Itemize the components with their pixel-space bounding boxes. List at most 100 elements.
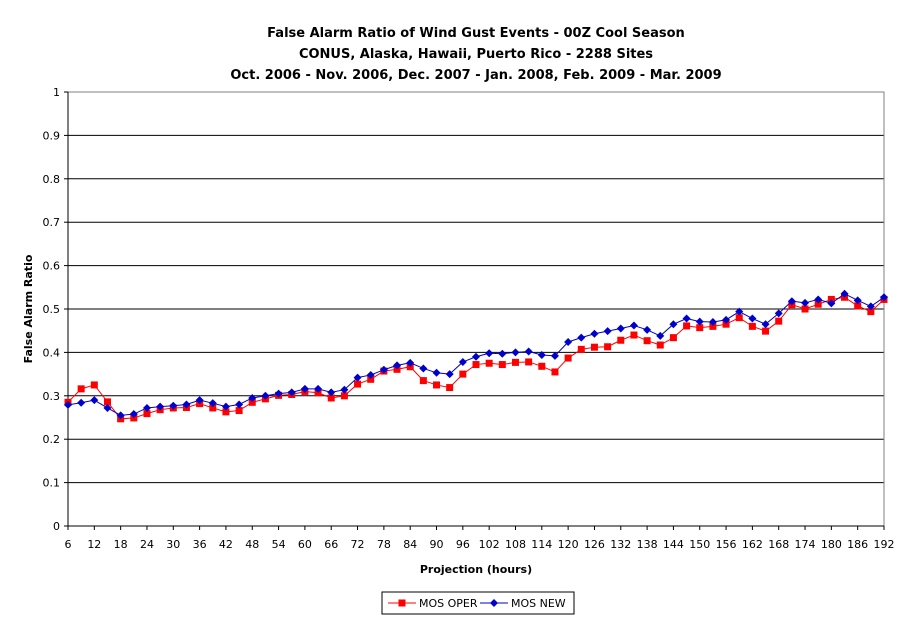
data-point-mos-oper [90, 381, 98, 389]
series-mos-new [64, 289, 888, 420]
data-point-mos-new [195, 396, 204, 405]
data-point-mos-new [182, 400, 191, 409]
x-tick-label: 42 [219, 538, 233, 551]
data-point-mos-new [643, 325, 652, 334]
x-tick-label: 66 [324, 538, 338, 551]
x-tick-label: 96 [456, 538, 470, 551]
x-tick-label: 72 [351, 538, 365, 551]
x-tick-label: 132 [610, 538, 631, 551]
data-point-mos-new [537, 351, 546, 360]
data-point-mos-oper [696, 324, 704, 332]
x-tick-label: 120 [558, 538, 579, 551]
x-tick-label: 24 [140, 538, 154, 551]
data-point-mos-new [90, 396, 99, 405]
data-point-mos-new [722, 315, 731, 324]
x-tick-label: 60 [298, 538, 312, 551]
data-point-mos-new [695, 317, 704, 326]
legend-box [381, 591, 575, 615]
y-tick-label: 0 [53, 520, 60, 533]
data-point-mos-new [840, 289, 849, 298]
data-point-mos-new [156, 402, 165, 411]
data-point-mos-oper [656, 341, 664, 349]
chart-title-line-3: Oct. 2006 - Nov. 2006, Dec. 2007 - Jan. … [230, 68, 721, 83]
data-point-mos-oper [709, 322, 717, 330]
data-point-mos-new [314, 384, 323, 393]
data-point-mos-oper [604, 343, 612, 351]
data-point-mos-new [366, 370, 375, 379]
x-tick-label: 30 [166, 538, 180, 551]
legend-new-label: MOS NEW [511, 597, 566, 610]
data-point-mos-oper [590, 343, 598, 351]
y-tick-label: 0.9 [43, 129, 61, 142]
data-point-mos-new [801, 298, 810, 307]
x-tick-label: 150 [689, 538, 710, 551]
data-point-mos-new [419, 364, 428, 373]
x-tick-label: 162 [742, 538, 763, 551]
data-point-mos-oper [419, 377, 427, 385]
y-tick-label: 0.5 [43, 303, 61, 316]
data-point-mos-new [340, 385, 349, 394]
x-axis-title: Projection (hours) [420, 563, 532, 576]
data-point-mos-oper [498, 361, 506, 369]
data-point-mos-oper [722, 320, 730, 328]
data-point-mos-oper [235, 407, 243, 415]
data-point-mos-new [511, 348, 520, 357]
data-point-mos-oper [538, 362, 546, 370]
data-point-mos-new [774, 309, 783, 318]
data-point-mos-new [735, 307, 744, 316]
y-axis-title: False Alarm Ratio [22, 254, 35, 363]
data-point-mos-new [472, 352, 480, 361]
data-point-mos-oper [525, 358, 533, 366]
data-point-mos-new [590, 329, 599, 338]
data-point-mos-oper [801, 305, 809, 313]
data-point-mos-oper [643, 337, 651, 345]
data-point-mos-oper [143, 410, 151, 418]
x-tick-label: 54 [272, 538, 286, 551]
data-point-mos-new [827, 299, 836, 308]
series-layer [64, 289, 888, 423]
y-tick-label: 1 [53, 86, 60, 99]
data-point-mos-oper [511, 358, 519, 366]
data-point-mos-new [814, 295, 823, 304]
data-point-mos-new [406, 358, 415, 367]
x-tick-label: 108 [505, 538, 526, 551]
x-tick-label: 6 [65, 538, 72, 551]
data-point-mos-new [221, 402, 230, 411]
data-point-mos-oper [103, 398, 111, 406]
data-point-mos-new [353, 373, 362, 382]
data-point-mos-oper [867, 308, 875, 316]
data-point-mos-new [235, 400, 244, 409]
chart-title-line-1: False Alarm Ratio of Wind Gust Events - … [267, 26, 685, 41]
x-tick-label: 48 [245, 538, 259, 551]
data-point-mos-oper [77, 385, 85, 393]
x-tick-label: 174 [795, 538, 816, 551]
x-tick-label: 36 [193, 538, 207, 551]
data-point-mos-new [77, 398, 86, 407]
data-point-mos-oper [472, 361, 480, 369]
data-point-mos-new [445, 370, 454, 379]
data-point-mos-new [116, 411, 125, 420]
y-tick-label: 0.4 [43, 346, 61, 359]
data-point-mos-new [64, 400, 72, 409]
x-tick-label: 168 [768, 538, 789, 551]
data-point-mos-new [866, 302, 875, 311]
data-point-mos-new [761, 320, 770, 329]
data-point-mos-new [787, 297, 796, 306]
data-point-mos-oper [748, 322, 756, 330]
data-point-mos-new [287, 388, 296, 397]
x-tick-label: 186 [847, 538, 868, 551]
x-tick-label: 144 [663, 538, 684, 551]
data-point-mos-new [274, 389, 283, 398]
data-point-mos-oper [209, 404, 217, 412]
data-point-mos-oper [669, 334, 677, 342]
y-tick-label: 0.3 [43, 390, 61, 403]
data-point-mos-new [485, 349, 494, 358]
data-point-mos-new [300, 384, 309, 393]
x-tick-label: 156 [716, 538, 737, 551]
data-point-mos-new [103, 403, 112, 412]
data-point-mos-new [498, 349, 507, 358]
data-point-mos-new [524, 347, 533, 356]
x-tick-label: 114 [531, 538, 552, 551]
data-point-mos-new [656, 331, 665, 340]
